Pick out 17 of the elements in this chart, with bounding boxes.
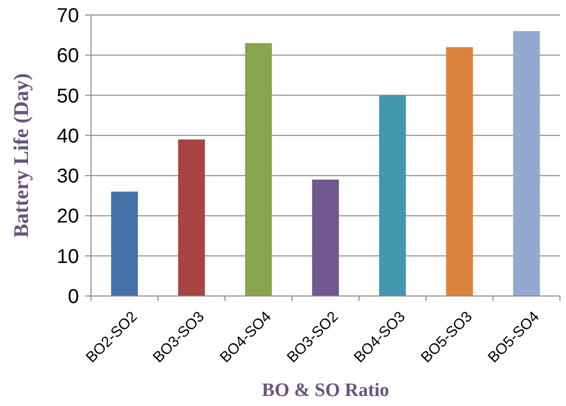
y-tick-label: 0 (68, 286, 79, 308)
bar (312, 180, 339, 296)
bar (446, 47, 473, 296)
bar (513, 31, 540, 296)
y-tick-label: 30 (56, 166, 79, 188)
bar (178, 139, 205, 296)
y-axis-title: Battery Life (Day) (9, 73, 33, 238)
y-tick-label: 70 (56, 5, 79, 27)
y-tick-label: 40 (56, 125, 79, 148)
bar (111, 192, 138, 296)
bar (245, 43, 272, 296)
y-tick-label: 60 (56, 45, 79, 68)
y-tick-label: 50 (56, 85, 79, 108)
y-tick-label: 10 (56, 246, 79, 268)
y-tick-label: 20 (56, 206, 79, 228)
bar (379, 95, 406, 296)
x-axis-title: BO & SO Ratio (262, 380, 390, 401)
